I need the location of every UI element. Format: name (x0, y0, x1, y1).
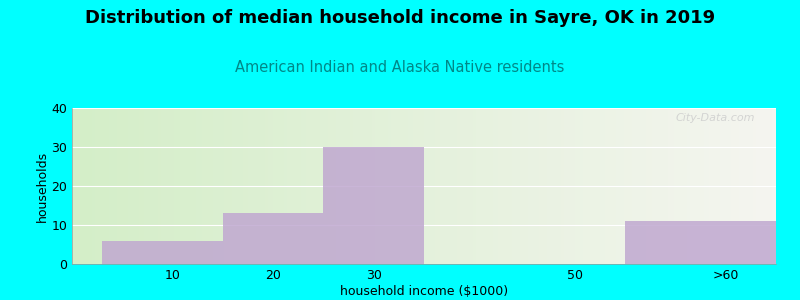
Bar (323, 147, 424, 264)
Y-axis label: households: households (35, 150, 49, 222)
Text: American Indian and Alaska Native residents: American Indian and Alaska Native reside… (235, 60, 565, 75)
Text: Distribution of median household income in Sayre, OK in 2019: Distribution of median household income … (85, 9, 715, 27)
X-axis label: household income ($1000): household income ($1000) (340, 285, 508, 298)
Text: City-Data.com: City-Data.com (675, 113, 755, 123)
Bar (625, 221, 776, 264)
Bar (223, 213, 323, 264)
Bar (102, 241, 223, 264)
